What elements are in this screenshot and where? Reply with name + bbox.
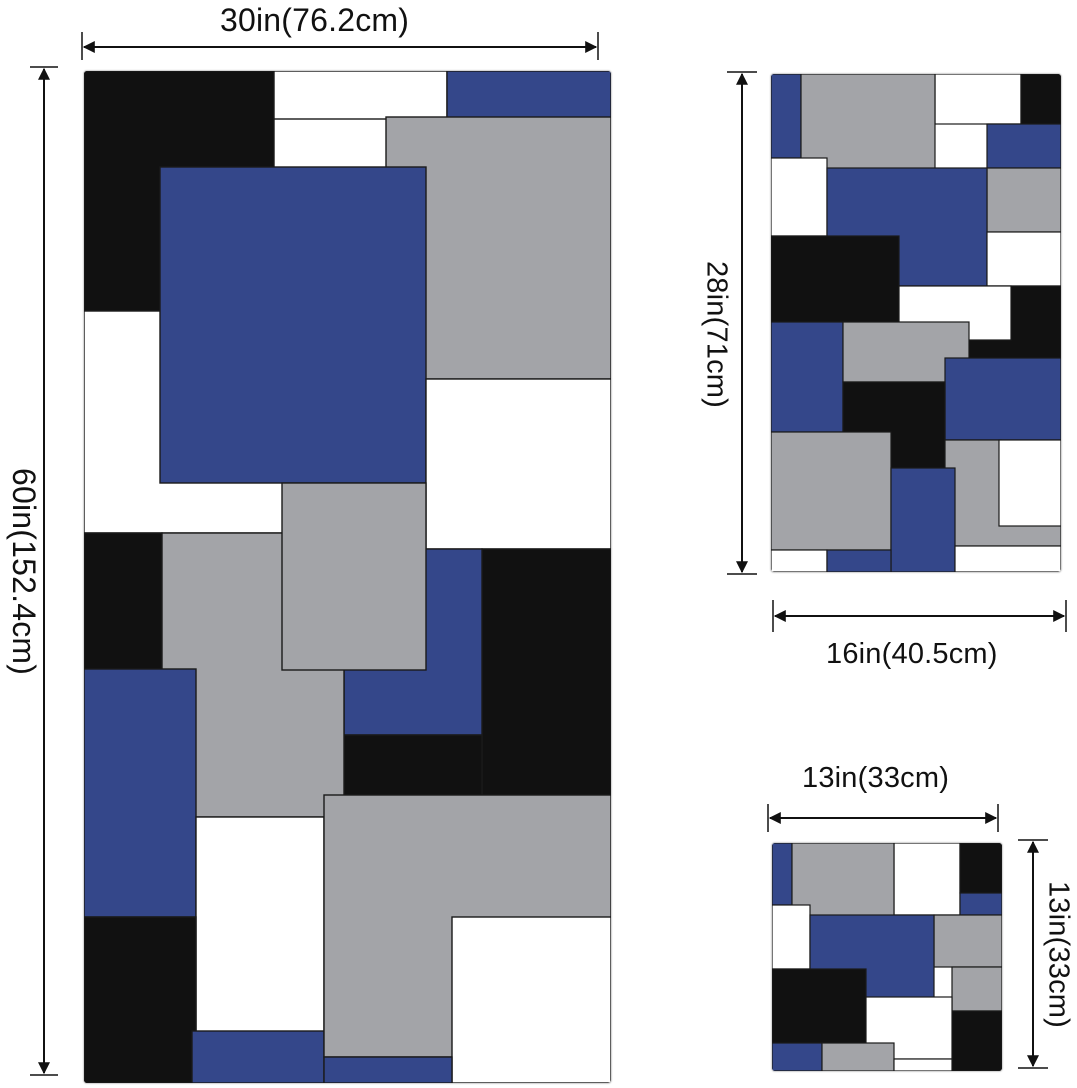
hand-towel-pattern [771,74,1061,572]
bath-height-label: 60in(152.4cm) [6,468,42,676]
washcloth-image [771,842,1003,1072]
bath-width-label: 30in(76.2cm) [220,2,410,38]
hand-width-label: 16in(40.5cm) [826,638,998,670]
washcloth-pattern [772,843,1002,1071]
bath-towel-pattern [84,71,611,1083]
hand-height-label: 28in(71cm) [700,260,733,409]
bath-towel-image [83,70,612,1084]
wash-height-label: 13in(33cm) [1042,880,1075,1029]
hand-towel-image [770,73,1062,573]
wash-width-label: 13in(33cm) [802,762,950,794]
